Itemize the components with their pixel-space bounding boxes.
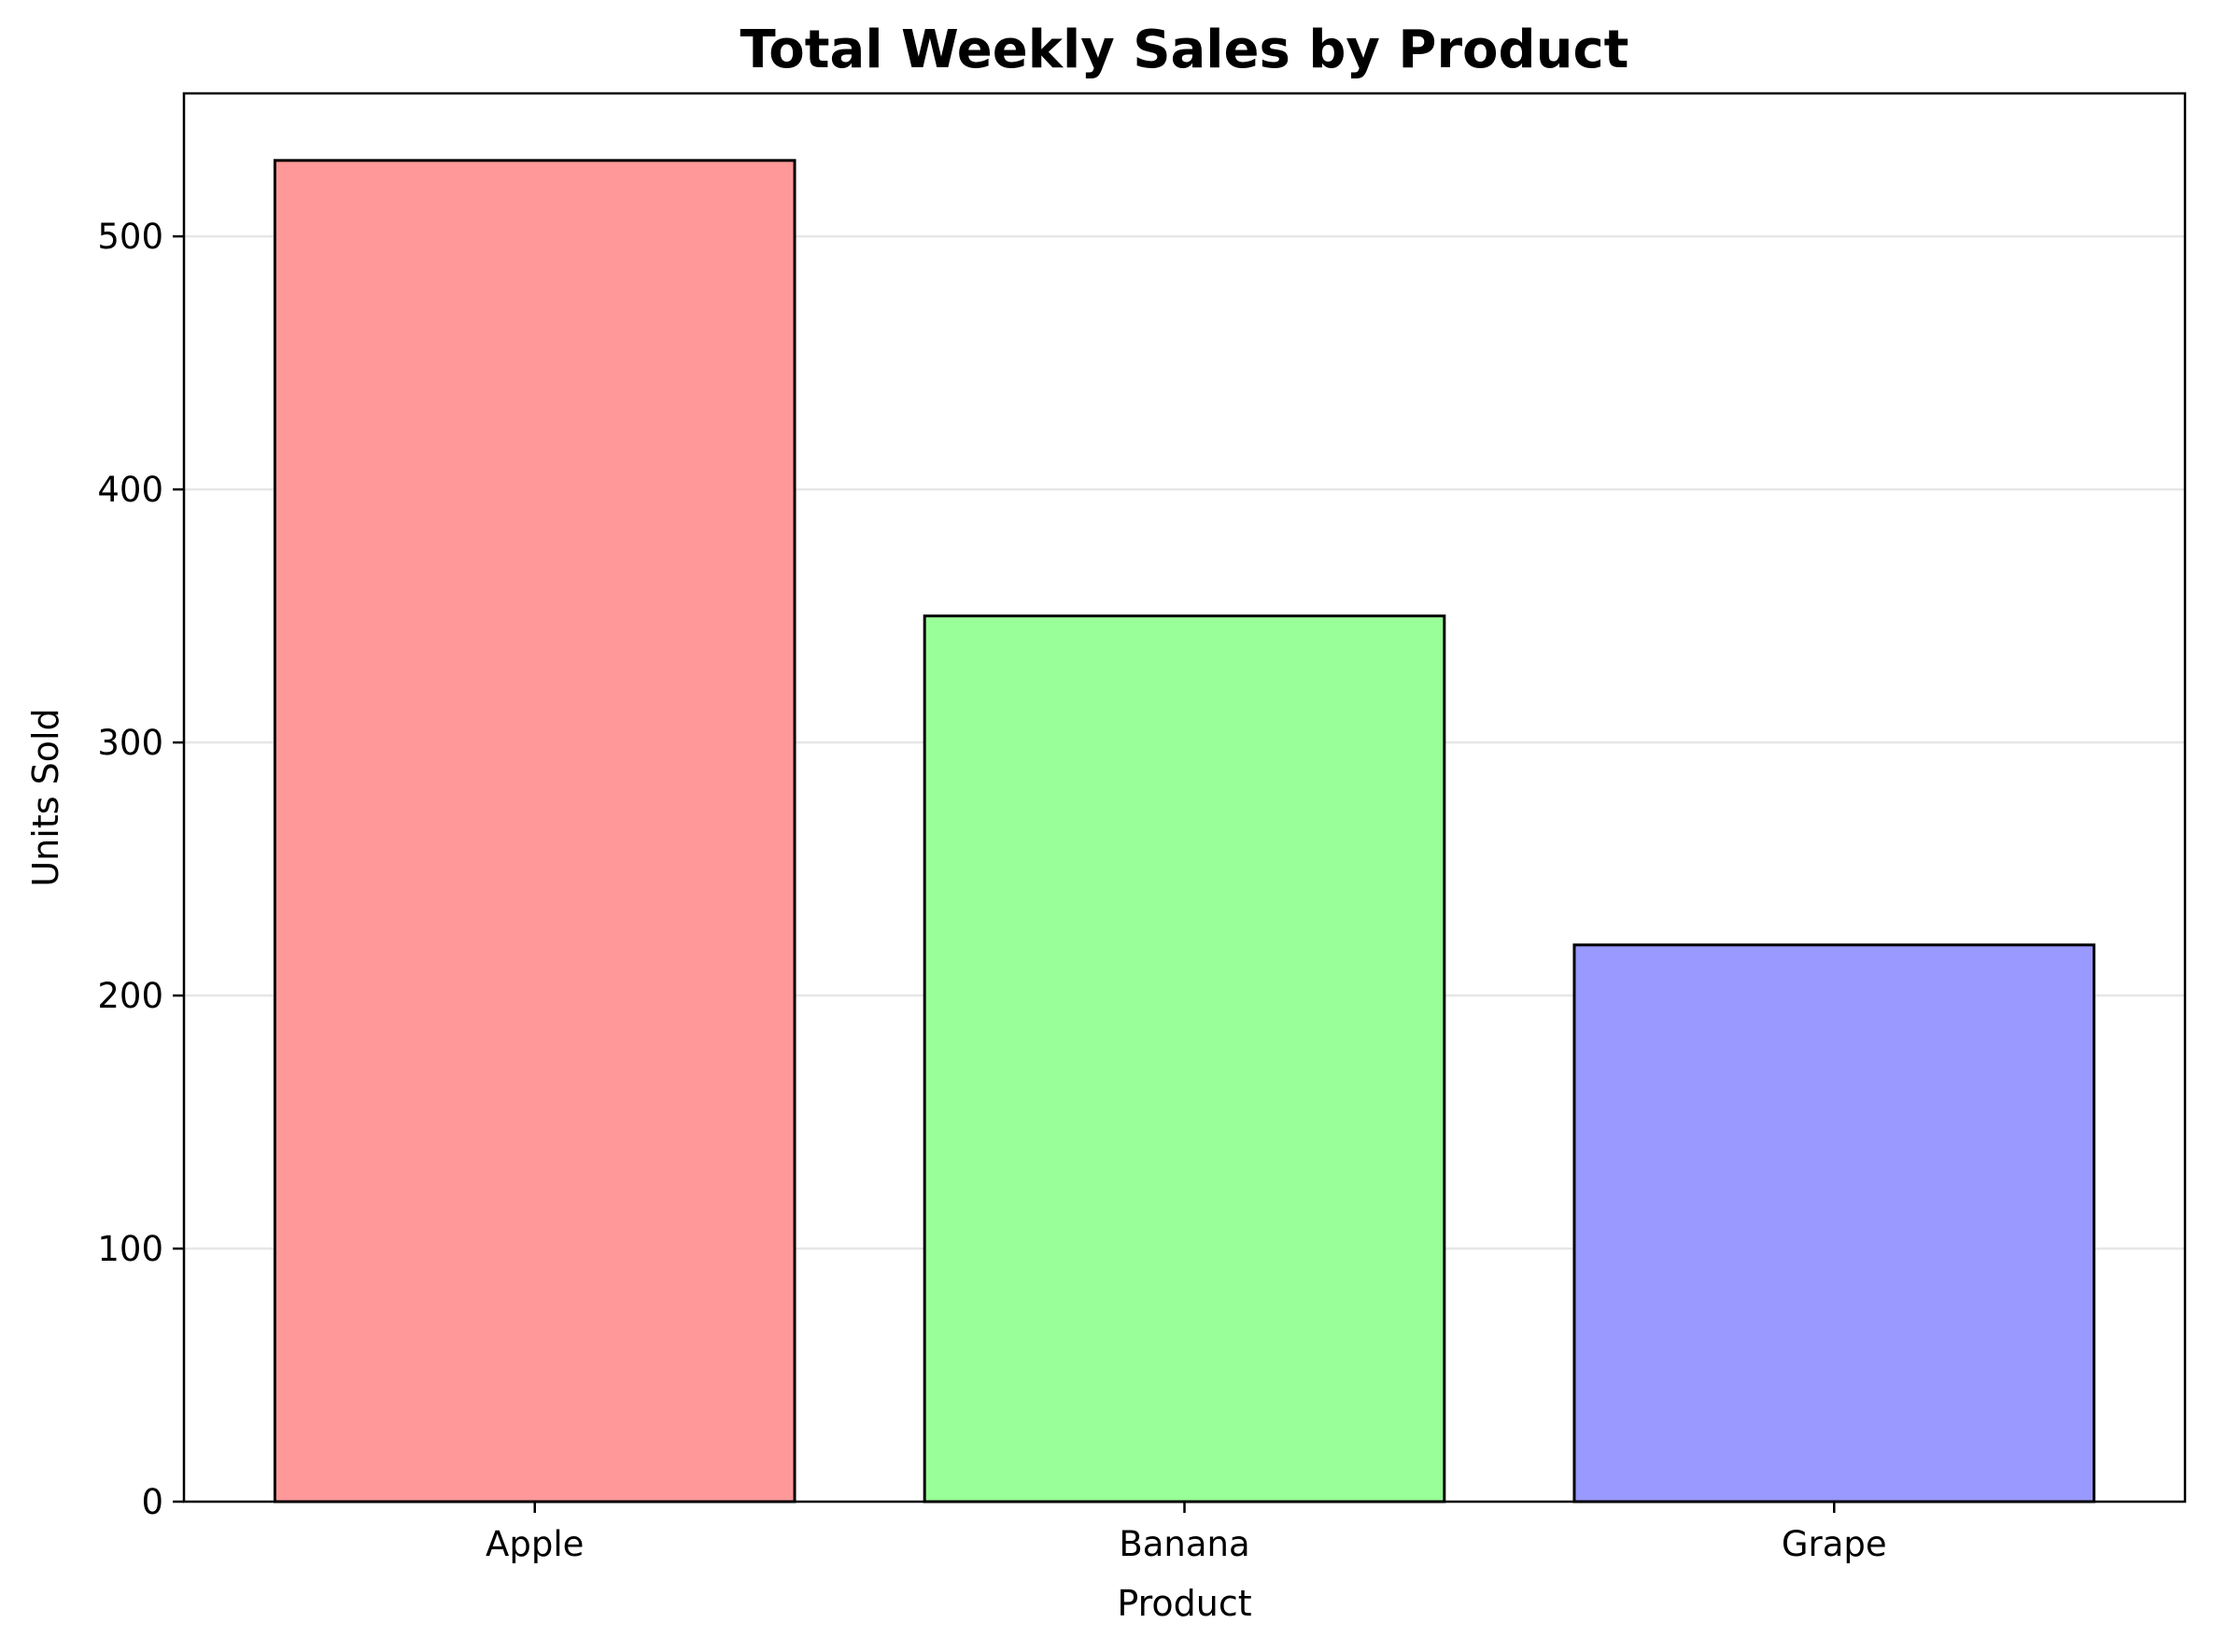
bar-banana xyxy=(923,614,1446,1504)
y-tick-label: 200 xyxy=(97,976,163,1016)
x-tick-label: Apple xyxy=(486,1524,584,1564)
x-axis-ticks: Apple Banana Grape xyxy=(486,1502,1887,1564)
y-tick-label: 500 xyxy=(97,217,163,257)
x-axis-label: Product xyxy=(1117,1583,1251,1624)
bar-apple xyxy=(273,159,796,1504)
y-axis-ticks: 0 100 200 300 400 500 xyxy=(97,217,184,1522)
chart-title: Total Weekly Sales by Product xyxy=(740,20,1629,80)
y-tick-label: 400 xyxy=(97,470,163,510)
y-tick-label: 0 xyxy=(141,1482,163,1522)
y-axis-label: Units Sold xyxy=(25,708,66,886)
bar-grape xyxy=(1572,943,2096,1504)
bars xyxy=(273,159,2096,1504)
x-tick-label: Banana xyxy=(1119,1524,1249,1564)
x-tick-label: Grape xyxy=(1782,1524,1887,1564)
y-tick-label: 300 xyxy=(97,723,163,763)
y-tick-label: 100 xyxy=(97,1229,163,1269)
